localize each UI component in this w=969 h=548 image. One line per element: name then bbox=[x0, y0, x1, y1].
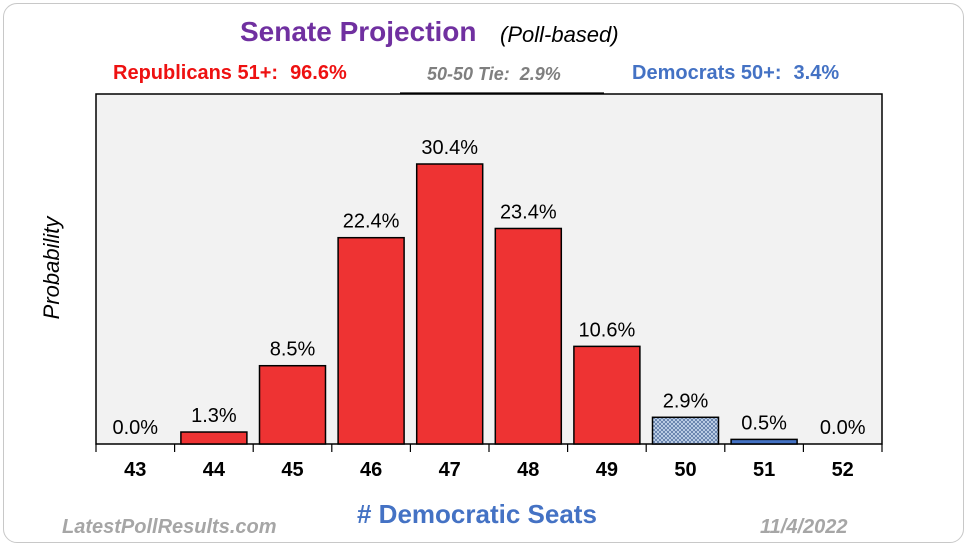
data-label-45: 8.5% bbox=[270, 339, 316, 361]
chart-title: Senate Projection bbox=[240, 16, 477, 47]
data-label-44: 1.3% bbox=[191, 405, 237, 427]
data-label-43: 0.0% bbox=[113, 417, 159, 439]
bar-51 bbox=[730, 438, 798, 445]
republicans-value: 96.6% bbox=[290, 62, 347, 84]
y-axis-label: Probability bbox=[39, 216, 64, 320]
bar-50 bbox=[651, 416, 720, 445]
bar-46 bbox=[337, 236, 405, 445]
data-label-49: 10.6% bbox=[579, 319, 636, 341]
x-axis-label: # Democratic Seats bbox=[357, 499, 597, 529]
x-tick-label-50: 50 bbox=[674, 459, 696, 481]
x-tick-label-43: 43 bbox=[124, 459, 146, 481]
democrats-label: Democrats 50+: bbox=[632, 62, 782, 84]
x-tick-label-45: 45 bbox=[281, 459, 303, 481]
x-tick-label-48: 48 bbox=[517, 459, 539, 481]
bar-44 bbox=[180, 431, 248, 445]
x-tick-label-47: 47 bbox=[439, 459, 461, 481]
data-label-50: 2.9% bbox=[663, 390, 709, 412]
tie-summary: 50-50 Tie: 2.9% bbox=[427, 64, 561, 85]
plot-area bbox=[95, 93, 883, 445]
bar-48 bbox=[494, 227, 563, 445]
tie-label: 50-50 Tie: bbox=[427, 64, 510, 84]
bar-47 bbox=[415, 163, 484, 445]
x-tick-label-46: 46 bbox=[360, 459, 382, 481]
data-label-52: 0.0% bbox=[820, 417, 866, 439]
data-label-51: 0.5% bbox=[741, 412, 787, 434]
democrats-value: 3.4% bbox=[793, 62, 840, 84]
data-label-47: 30.4% bbox=[421, 137, 478, 159]
x-tick-label-49: 49 bbox=[596, 459, 618, 481]
republicans-summary: Republicans 51+: 96.6% bbox=[113, 62, 347, 85]
democrats-summary: Democrats 50+: 3.4% bbox=[632, 62, 839, 85]
source-credit: LatestPollResults.com bbox=[62, 516, 277, 538]
chart-subtitle: (Poll-based) bbox=[500, 22, 619, 47]
chart-date: 11/4/2022 bbox=[760, 516, 848, 538]
x-tick-label-52: 52 bbox=[832, 459, 854, 481]
data-label-46: 22.4% bbox=[343, 211, 400, 233]
x-tick-label-51: 51 bbox=[753, 459, 775, 481]
x-tick-label-44: 44 bbox=[203, 459, 226, 481]
tie-value: 2.9% bbox=[519, 64, 561, 84]
data-label-48: 23.4% bbox=[500, 201, 557, 223]
bar-49 bbox=[573, 345, 641, 445]
bar-45 bbox=[258, 364, 327, 445]
republicans-label: Republicans 51+: bbox=[113, 62, 279, 84]
